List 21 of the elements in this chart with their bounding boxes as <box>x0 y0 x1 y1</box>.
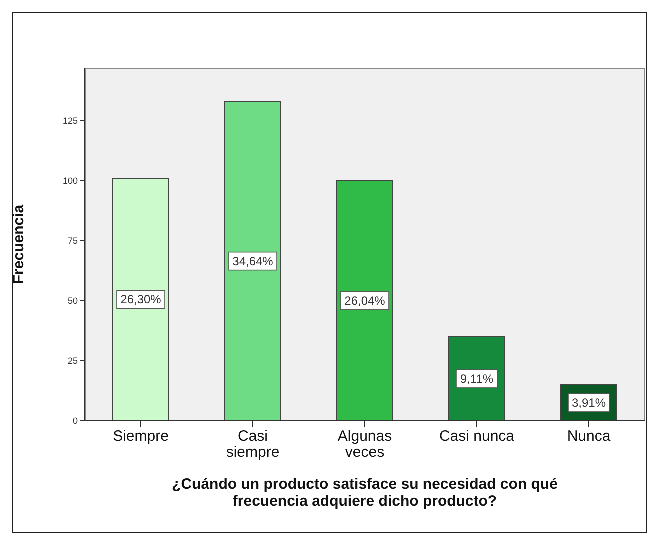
x-tick-label: Siempre <box>113 428 169 445</box>
x-tick-label: Algunas veces <box>338 428 392 461</box>
bar <box>112 178 170 421</box>
y-axis-title: Frecuencia <box>10 204 28 284</box>
x-tick-label: Casi nunca <box>439 428 516 445</box>
y-tick-label: 50 <box>68 296 78 306</box>
y-tick-label: 0 <box>72 416 78 426</box>
x-axis-title: ¿Cuándo un producto satisface su necesidad con qué frecuencia adquiere dicho producto? <box>172 476 558 510</box>
x-tick-label: Nunca <box>567 428 612 445</box>
annotation: 9,11% <box>460 372 494 386</box>
y-tick-label: 125 <box>62 116 78 126</box>
annotation: 26,30% <box>120 292 162 307</box>
x-tick-label: Casi siempre <box>226 428 280 461</box>
y-tick-label: 25 <box>68 356 78 366</box>
bar <box>224 101 282 421</box>
y-tick-label: 75 <box>68 236 78 246</box>
annotation: 26,04% <box>344 294 386 308</box>
y-tick-label: 100 <box>62 176 78 186</box>
bar <box>336 180 394 421</box>
annotation: 3,91% <box>572 396 606 410</box>
annotation: 34,64% <box>232 254 274 268</box>
